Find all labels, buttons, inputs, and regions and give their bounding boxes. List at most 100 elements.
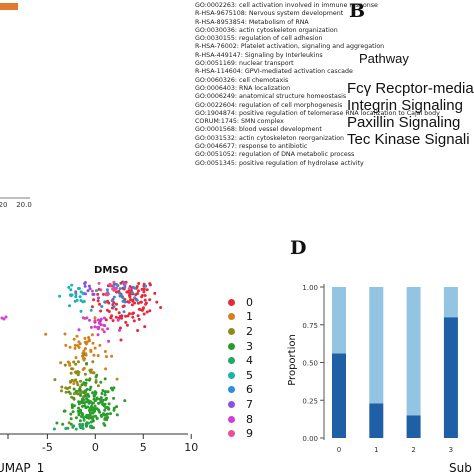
umap-point-cluster-7	[84, 292, 88, 296]
umap-point-cluster-1	[103, 350, 107, 353]
umap-point-cluster-3	[100, 392, 104, 395]
umap-point-cluster-1	[72, 382, 76, 386]
umap-point-cluster-3	[104, 398, 107, 402]
umap-point-cluster-0	[148, 309, 152, 313]
umap-point-cluster-0	[126, 314, 130, 318]
umap-point-cluster-6	[118, 292, 122, 295]
umap-point-cluster-3	[103, 423, 107, 427]
umap-point-cluster-5	[89, 308, 93, 312]
umap-point-cluster-1	[110, 354, 114, 358]
umap-point-cluster-0	[118, 326, 122, 330]
umap-point-cluster-3	[71, 410, 75, 414]
umap-point-cluster-0	[122, 304, 126, 308]
umap-point-cluster-0	[145, 310, 149, 314]
umap-point-cluster-1	[83, 347, 87, 351]
umap-point-cluster-0	[132, 319, 136, 323]
umap-point-cluster-5	[77, 287, 80, 290]
legend-dot-icon	[228, 342, 235, 350]
umap-point-cluster-2	[69, 380, 72, 384]
umap-point-cluster-3	[72, 387, 76, 391]
umap-point-cluster-3	[99, 413, 103, 417]
umap-point-cluster-0	[114, 307, 118, 311]
umap-point-cluster-3	[105, 418, 109, 422]
legend-dot-icon	[228, 386, 235, 394]
umap-point-cluster-5	[79, 309, 83, 313]
legend-label: 8	[246, 412, 253, 426]
umap-point-cluster-3	[106, 390, 110, 394]
umap-point-cluster-3	[70, 403, 74, 407]
umap-point-cluster-3	[92, 393, 96, 397]
umap-point-cluster-2	[53, 378, 57, 382]
umap-point-cluster-1	[68, 363, 72, 367]
umap-point-cluster-1	[105, 355, 108, 359]
umap-point-cluster-3	[104, 406, 108, 410]
pathway-item: Tec Kinase Signali	[347, 131, 470, 148]
umap-point-cluster-8	[96, 318, 100, 322]
umap-point-cluster-3	[95, 407, 99, 411]
umap-point-cluster-1	[83, 336, 87, 340]
umap-point-cluster-3	[89, 385, 93, 389]
umap-point-cluster-1	[115, 377, 119, 381]
umap-point-cluster-0	[127, 293, 131, 297]
umap-point-cluster-0	[136, 292, 140, 295]
proportion-bar-segment	[332, 287, 346, 354]
umap-point-cluster-4	[82, 418, 86, 422]
umap-point-cluster-9	[90, 289, 94, 293]
umap-point-cluster-4	[81, 424, 85, 428]
umap-point-cluster-3	[95, 396, 99, 400]
umap-point-cluster-3	[106, 406, 110, 410]
umap-point-cluster-2	[74, 378, 78, 382]
umap-point-cluster-5	[81, 292, 85, 296]
umap-point-cluster-0	[128, 312, 131, 316]
umap-point-cluster-3	[85, 424, 88, 428]
umap-point-cluster-1	[72, 337, 76, 341]
umap-point-cluster-2	[64, 386, 68, 390]
umap-point-cluster-3	[94, 414, 98, 418]
umap-point-cluster-3	[80, 383, 84, 387]
pathway-item: Paxillin Signaling	[347, 114, 461, 131]
umap-x-tick-label: 0	[92, 441, 99, 454]
umap-point-cluster-8	[102, 323, 106, 327]
umap-point-cluster-5	[70, 283, 74, 287]
umap-point-cluster-0	[142, 290, 146, 294]
proportion-ylabel: Proportion	[287, 334, 298, 386]
umap-point-cluster-3	[85, 362, 89, 365]
umap-point-cluster-5	[79, 299, 83, 302]
go-term: R-HSA-9675108: Nervous system developmen…	[195, 10, 344, 18]
umap-point-cluster-6	[112, 305, 116, 309]
umap-point-cluster-0	[119, 338, 123, 342]
umap-point-cluster-1	[68, 345, 72, 349]
umap-point-cluster-3	[93, 404, 97, 408]
umap-point-cluster-3	[81, 404, 84, 408]
umap-point-cluster-1	[101, 328, 104, 331]
umap-point-cluster-9	[112, 286, 115, 290]
umap-point-cluster-3	[85, 397, 88, 400]
go-term: GO:1904874: positive regulation of telom…	[195, 109, 440, 117]
umap-point-cluster-3	[107, 402, 111, 406]
umap-point-cluster-3	[69, 417, 73, 421]
legend-label: 6	[246, 383, 253, 397]
umap-point-cluster-0	[96, 299, 100, 303]
umap-point-cluster-1	[82, 349, 86, 353]
umap-point-cluster-6	[133, 296, 137, 300]
umap-point-cluster-9	[97, 281, 101, 285]
go-term: R-HSA-76002: Platelet activation, signal…	[195, 43, 385, 51]
umap-point-cluster-2	[76, 360, 80, 364]
umap-point-cluster-7	[88, 287, 92, 291]
umap-point-cluster-1	[85, 340, 89, 344]
umap-point-cluster-7	[83, 284, 87, 288]
umap-point-cluster-3	[72, 396, 76, 400]
umap-point-cluster-8	[77, 328, 81, 332]
proportion-y-tick-label: 0.25	[302, 397, 318, 405]
proportion-bar-segment	[332, 353, 346, 438]
umap-point-cluster-2	[76, 383, 80, 387]
go-term: R-HSA-449147: Signaling by Interleukins	[195, 51, 323, 59]
umap-point-cluster-3	[97, 401, 100, 405]
legend-dot-icon	[228, 313, 235, 321]
proportion-x-tick-label: 2	[411, 446, 415, 454]
umap-point-cluster-3	[81, 397, 84, 401]
legend-entry: 9	[228, 426, 253, 441]
umap-point-cluster-0	[137, 289, 140, 293]
legend-label: 4	[246, 354, 253, 368]
umap-point-cluster-6	[103, 300, 107, 304]
